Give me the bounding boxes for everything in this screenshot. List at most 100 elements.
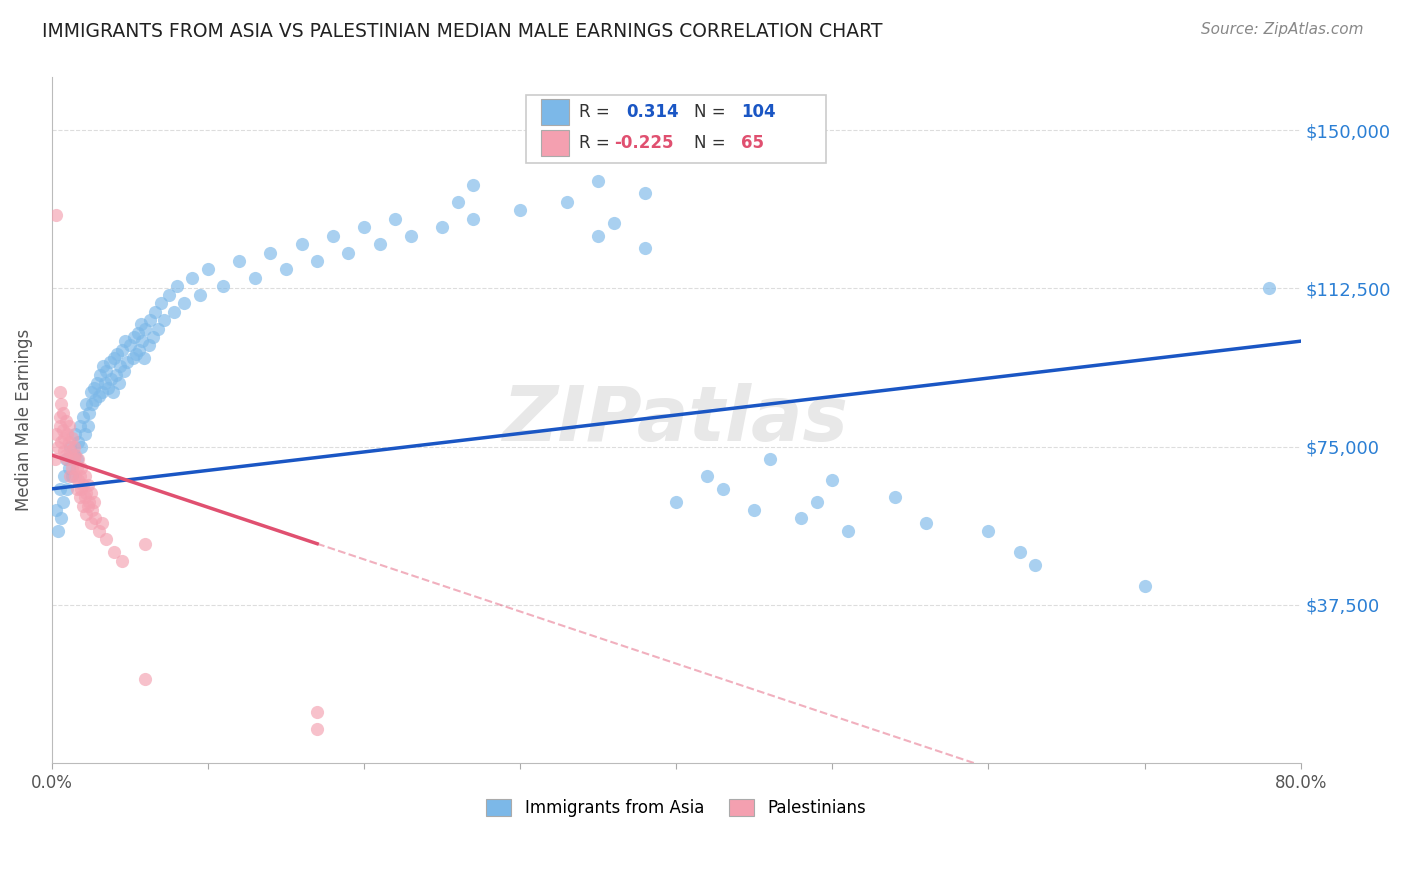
Point [83,381,105,395]
Point [84,511,107,525]
Point [45,208,67,222]
Point [46,440,69,454]
Point [742,131,765,145]
Point [173,296,195,310]
Point [76,499,98,513]
Point [84,393,107,408]
Point [53,443,76,458]
Point [586,228,609,243]
Point [150,296,173,310]
Point [45,427,67,442]
Point [60,469,83,483]
Point [59,469,82,483]
Legend: Immigrants from Asia, Palestinians: Immigrants from Asia, Palestinians [479,792,873,823]
Point [96,364,118,378]
Point [69,491,91,505]
Point [132,351,155,365]
Point [76,418,98,433]
Point [59,443,82,458]
Text: 65: 65 [741,135,763,153]
Point [75,486,97,500]
Point [97,381,120,395]
Point [89,368,111,382]
Point [188,287,211,301]
Point [555,194,578,209]
Text: N =: N = [693,103,725,120]
Point [228,254,250,268]
Point [48,418,70,433]
Point [307,706,329,720]
Point [114,334,136,348]
Point [72,499,94,513]
Point [103,351,125,365]
Point [111,553,134,567]
Point [80,486,103,500]
Point [821,474,844,488]
Point [67,435,90,450]
Point [153,313,176,327]
Point [146,321,169,335]
Point [60,460,83,475]
Point [96,533,118,547]
Point [915,516,938,530]
Point [66,482,89,496]
Point [157,287,180,301]
Point [134,537,156,551]
Point [368,237,391,252]
Point [76,477,98,491]
Point [212,279,235,293]
Point [696,123,718,137]
Point [112,364,135,378]
Point [90,384,112,399]
Point [509,203,531,218]
Point [384,211,406,226]
Point [70,482,93,496]
Point [91,359,114,374]
Point [44,452,66,467]
Point [86,376,108,391]
Point [696,469,718,483]
Point [143,304,166,318]
Point [55,414,77,428]
Point [101,384,124,399]
Point [399,228,422,243]
Point [58,435,80,450]
Text: N =: N = [693,135,725,153]
Point [142,330,165,344]
Point [87,389,110,403]
Point [129,318,152,332]
Point [790,511,813,525]
Point [118,338,141,352]
Point [322,228,344,243]
Point [67,474,90,488]
Point [1133,579,1156,593]
Point [1024,558,1046,572]
Point [115,355,138,369]
Point [134,321,156,335]
Point [77,494,100,508]
Point [665,494,688,508]
Point [48,384,70,399]
Point [66,452,89,467]
Point [307,723,329,737]
Point [63,427,86,442]
Point [48,482,70,496]
FancyBboxPatch shape [526,95,827,163]
Point [52,494,75,508]
Point [353,220,375,235]
Point [139,313,162,327]
Point [103,545,125,559]
Point [883,491,905,505]
Point [105,347,128,361]
Point [307,254,329,268]
Point [66,460,89,475]
Point [69,469,91,483]
Point [69,418,91,433]
Point [72,410,94,425]
Point [83,494,105,508]
Text: -0.225: -0.225 [614,135,673,153]
Point [837,524,859,538]
Point [56,482,79,496]
Point [586,174,609,188]
Point [73,469,96,483]
